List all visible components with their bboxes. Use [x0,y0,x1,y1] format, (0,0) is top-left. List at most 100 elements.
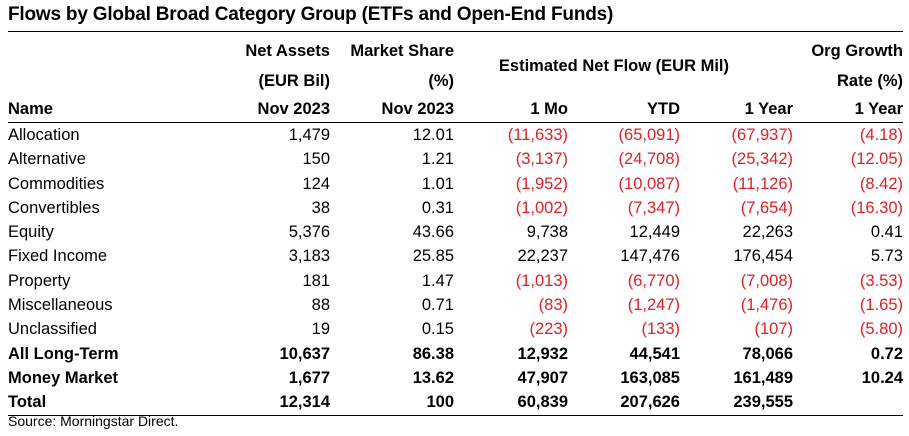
flow-ytd-cell: (133) [641,320,680,339]
table-row: Unclassified 19 0.15 (223) (133) (107) (5.80) [8,317,903,341]
org-growth-cell: (8.42) [859,174,904,193]
header-market-share-line2: (%) [428,72,454,90]
table-row: All Long-Term 10,637 86.38 12,932 44,541 78,0… [8,342,903,366]
net-assets-cell: 38 [311,198,330,217]
net-assets-cell: 1,677 [288,368,330,387]
market-share-cell: 100 [330,390,454,416]
header-row-1: Net Assets Market Share Estimated Net Fl… [8,36,903,75]
flow-ytd-cell: (10,087) [618,174,680,193]
header-row-3: Name Nov 2023 Nov 2023 1 Mo YTD 1 Year 1… [8,96,904,123]
flow-ytd-cell: 163,085 [620,368,680,387]
flow-ytd-cell: 12,449 [629,223,680,242]
market-share-cell: 12.01 [412,126,454,144]
flow-ytd-cell: (7,347) [627,198,680,217]
org-growth-cell: (3.53) [859,271,904,290]
net-assets-cell: 10,637 [279,344,330,363]
flow-ytd-cell: (24,708) [618,150,680,169]
row-name: Property [8,271,71,290]
row-name: Total [8,390,186,416]
header-row-2: (EUR Bil) (%) Rate (%) [8,66,904,96]
net-assets-cell: 1,479 [288,126,330,144]
net-assets-cell: 19 [311,320,330,339]
row-name: Allocation [8,126,80,144]
market-share-cell: 13.62 [412,368,454,387]
flow-ytd-cell: (6,770) [627,271,680,290]
flow-1mo-cell: (1,002) [515,198,568,217]
net-assets-cell: 12,314 [186,390,330,416]
flow-1year-cell: (107) [754,320,794,339]
org-growth-cell: (5.80) [859,320,904,339]
row-name: All Long-Term [8,344,119,363]
org-growth-cell: (1.65) [859,296,904,315]
header-net-assets-line1: Net Assets [245,42,330,60]
flow-ytd-cell: 147,476 [620,247,680,266]
flow-ytd-cell: (65,091) [618,126,680,144]
header-name: Name [8,96,186,123]
flow-ytd-cell: 207,626 [568,390,680,416]
source-note: Source: Morningstar Direct. [8,413,179,429]
flow-1mo-cell: 22,237 [517,247,568,266]
flow-1mo-cell: (3,137) [515,150,568,169]
net-assets-cell: 124 [302,174,330,193]
market-share-cell: 0.71 [421,296,454,315]
org-growth-cell: 0.41 [870,223,904,242]
market-share-cell: 43.66 [412,223,454,242]
net-assets-cell: 88 [311,296,330,315]
flow-1year-cell: (7,654) [740,198,794,217]
header-market-share-line3: Nov 2023 [330,96,454,123]
header-net-assets-line2: (EUR Bil) [258,72,331,90]
market-share-cell: 1.47 [421,271,454,290]
page-title: Flows by Global Broad Category Group (ET… [8,4,614,25]
row-name: Fixed Income [8,247,108,266]
header-org-growth-line2: Rate (%) [837,72,904,90]
market-share-cell: 1.21 [421,150,454,169]
row-name: Alternative [8,150,86,169]
flow-ytd-cell: 44,541 [629,344,680,363]
row-name: Equity [8,223,54,242]
flow-1mo-cell: (1,013) [515,271,568,290]
table-row: Commodities 124 1.01 (1,952) (10,087) (11,126… [8,172,903,196]
table-row: Property 181 1.47 (1,013) (6,770) (7,008) (3.5… [8,269,903,293]
flow-1year-cell: 22,263 [742,223,794,242]
org-growth-cell: 5.73 [870,247,904,266]
flow-ytd-cell: (1,247) [627,296,680,315]
flow-1mo-cell: (11,633) [507,126,568,144]
row-name: Unclassified [8,320,97,339]
header-ytd: YTD [568,96,680,123]
flow-1year-cell: 161,489 [733,368,794,387]
org-growth-cell: 10.24 [861,368,904,387]
header-1mo: 1 Mo [454,96,568,123]
flow-1year-cell: (67,937) [731,126,794,144]
flow-1year-cell: (11,126) [732,174,794,193]
header-net-assets-line3: Nov 2023 [186,96,330,123]
market-share-cell: 1.01 [421,174,454,193]
row-name: Convertibles [8,198,100,217]
flow-1mo-cell: (223) [529,320,568,339]
market-share-cell: 25.85 [412,247,454,266]
flow-1mo-cell: 9,738 [526,223,568,242]
table-body: Allocation 1,479 12.01 (11,633) (65,091) (67,… [8,123,904,416]
row-name: Miscellaneous [8,296,113,315]
org-growth-cell [793,390,904,416]
org-growth-cell: (16.30) [850,198,904,217]
header-estimated-net-flow: Estimated Net Flow (EUR Mil) [498,57,730,75]
flow-1year-cell: (25,342) [731,150,794,169]
net-assets-cell: 3,183 [288,247,330,266]
flow-1year-cell: 239,555 [680,390,794,416]
net-assets-cell: 150 [302,150,330,169]
flow-1year-cell: (1,476) [740,296,794,315]
org-growth-cell: 0.72 [870,344,904,363]
flows-table: Net Assets Market Share Estimated Net Fl… [8,36,904,416]
flow-1mo-cell: 47,907 [517,368,568,387]
net-assets-cell: 181 [302,271,330,290]
table-row: Convertibles 38 0.31 (1,002) (7,347) (7,654) (… [8,196,903,220]
table-row: Total 12,314 100 60,839 207,626 239,555 [8,390,904,416]
org-growth-cell: (12.05) [850,150,904,169]
flow-1mo-cell: 12,932 [517,344,568,363]
flow-1year-cell: (7,008) [740,271,794,290]
org-growth-cell: (4.18) [859,126,904,144]
header-1year: 1 Year [680,96,794,123]
table-row: Allocation 1,479 12.01 (11,633) (65,091) (67,… [8,123,903,148]
table-row: Miscellaneous 88 0.71 (83) (1,247) (1,476) (1.… [8,293,903,317]
row-name: Commodities [8,174,105,193]
